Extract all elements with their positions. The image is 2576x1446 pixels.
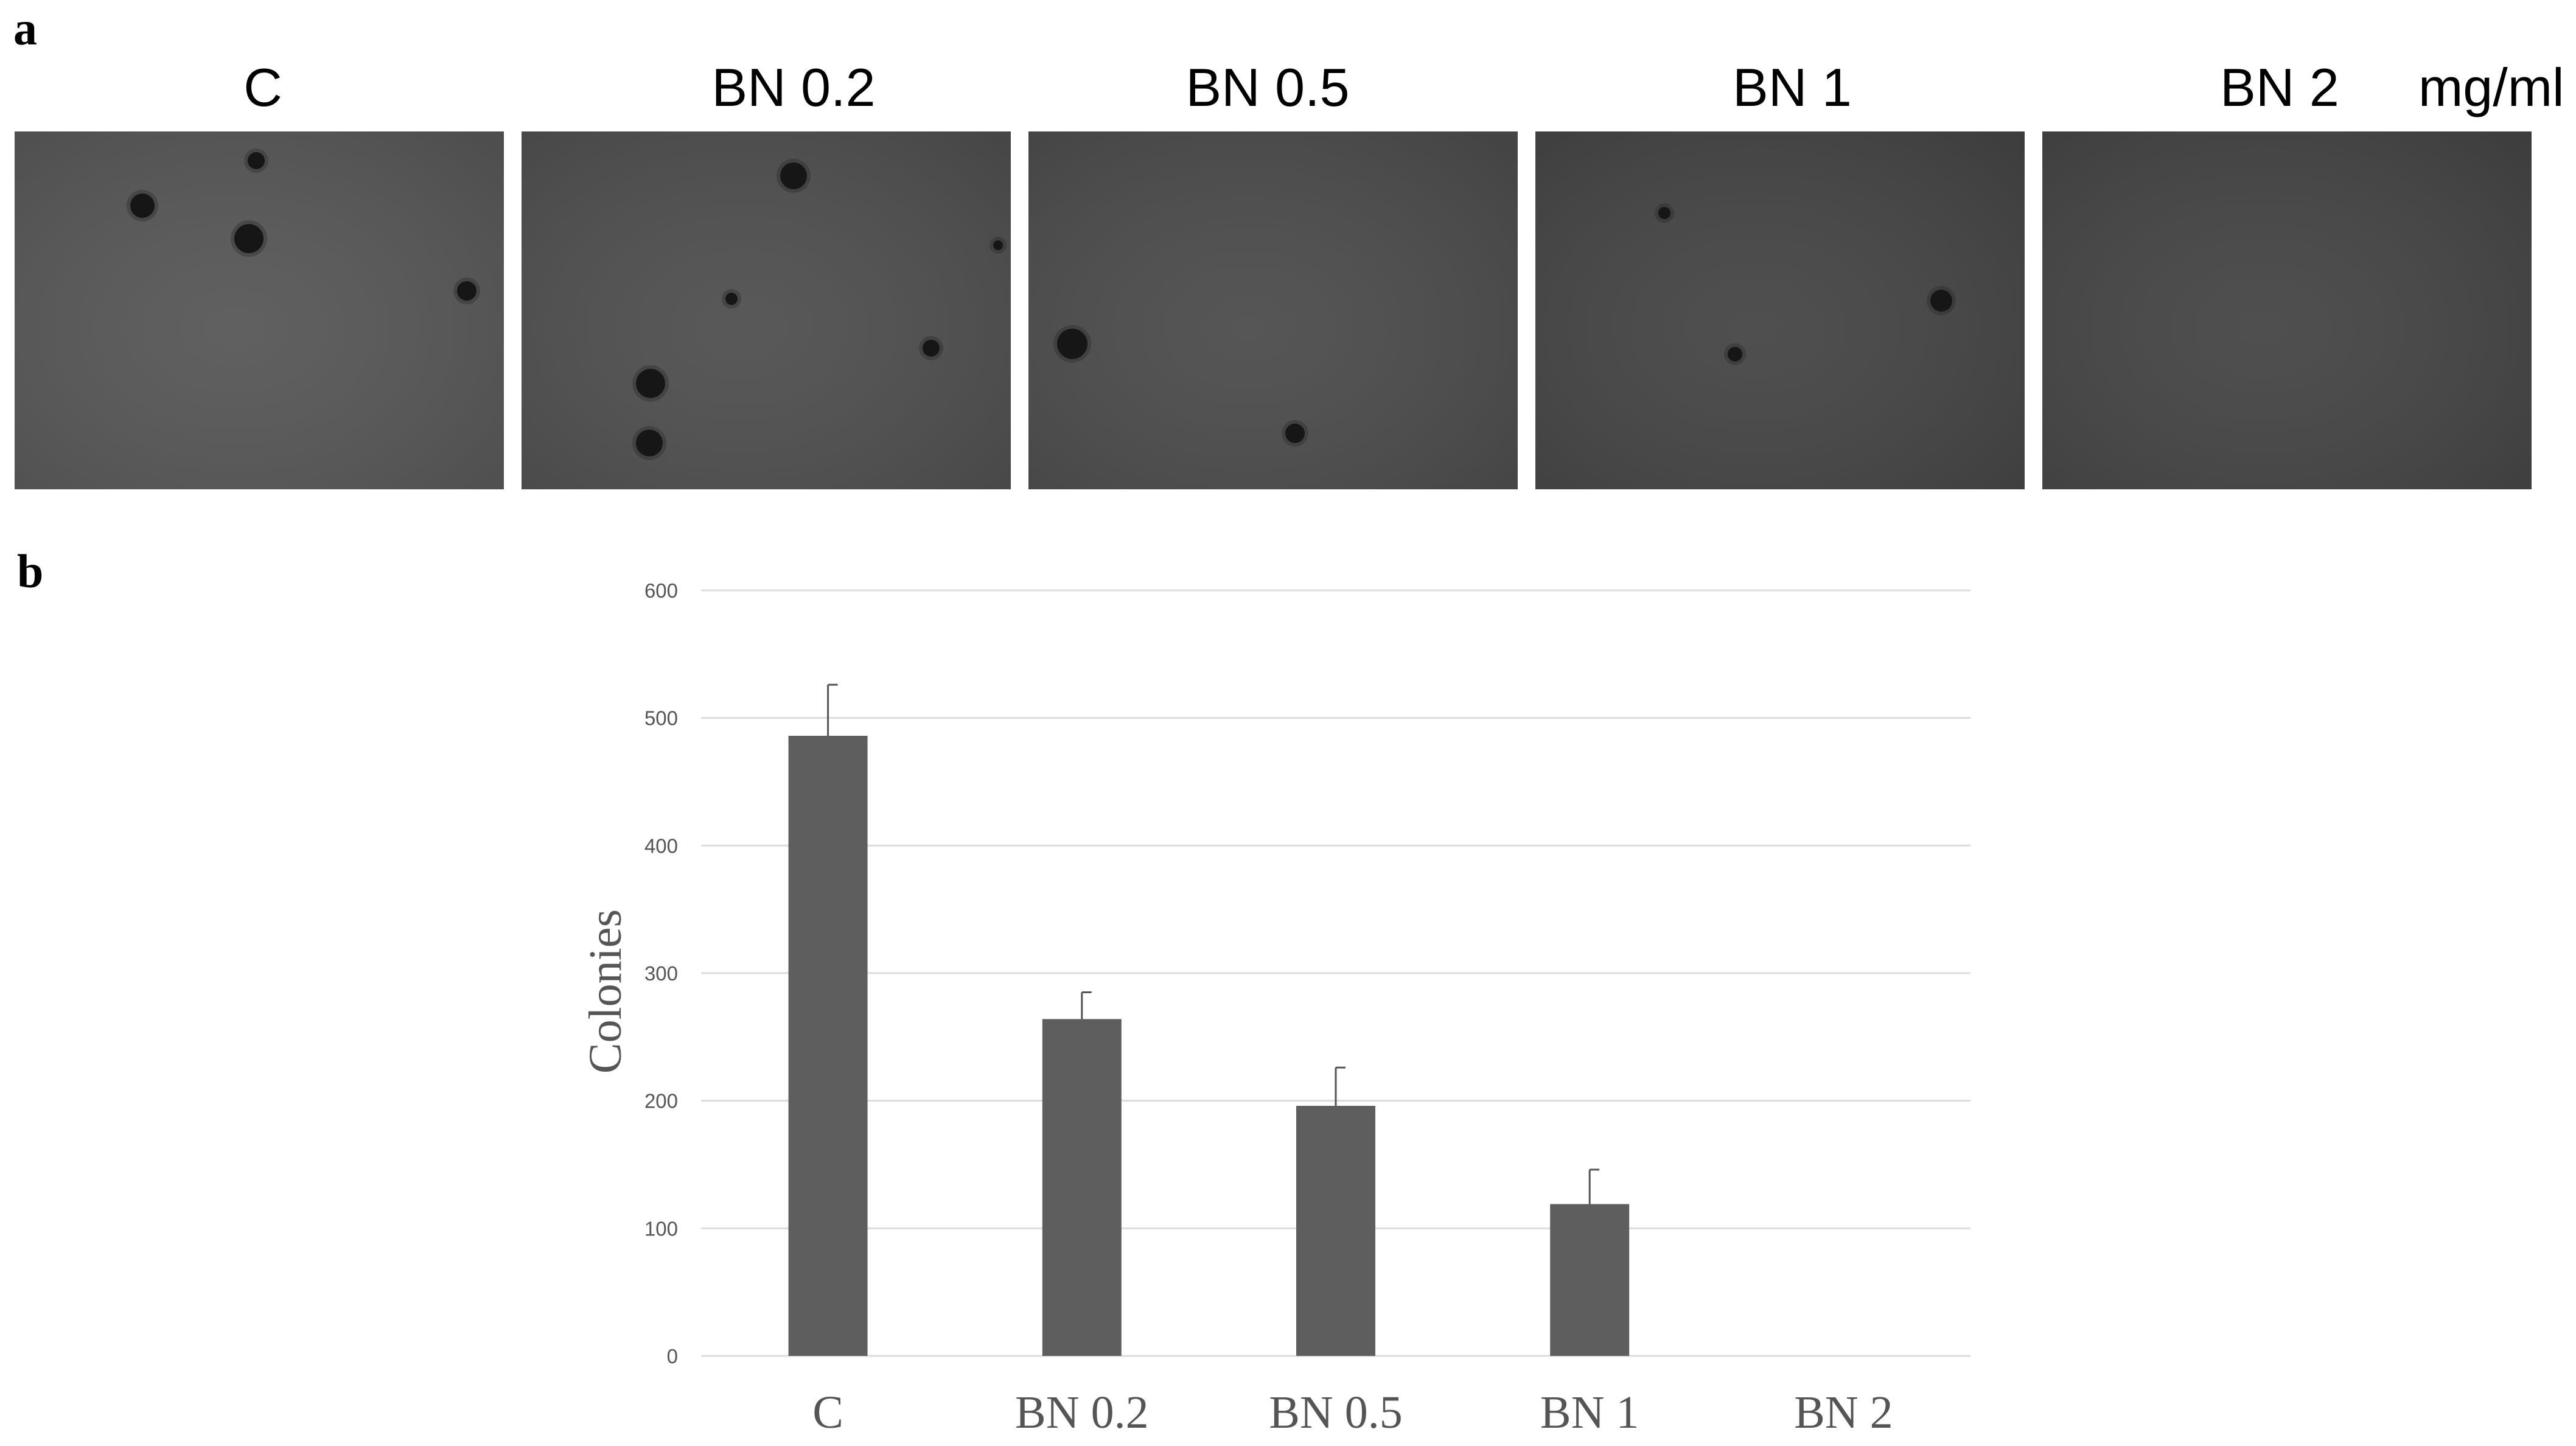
bar xyxy=(1550,1204,1630,1356)
colony-dot xyxy=(780,162,807,189)
lane-label-bn-0-5: BN 0.5 xyxy=(1185,57,1350,117)
x-category-label: BN 2 xyxy=(1794,1387,1893,1438)
micrograph-bn-2 xyxy=(2042,131,2532,489)
panel-a-letter: a xyxy=(13,2,37,55)
colony-dot xyxy=(1728,347,1742,362)
micrograph-shading xyxy=(522,131,1011,489)
colony-dot xyxy=(1658,207,1670,219)
colony-dot xyxy=(248,152,265,169)
y-tick-label: 300 xyxy=(644,962,678,985)
colony-dot xyxy=(725,293,738,305)
y-tick-label: 0 xyxy=(667,1345,678,1367)
x-category-label: BN 0.5 xyxy=(1269,1387,1403,1438)
colony-dot xyxy=(636,369,665,398)
bar xyxy=(1296,1106,1375,1356)
bar xyxy=(788,736,868,1356)
lane-label-bn-0-2: BN 0.2 xyxy=(711,57,876,117)
lane-label-bn-1: BN 1 xyxy=(1733,57,1852,117)
colony-dot xyxy=(1930,290,1952,312)
y-axis-label: Colonies xyxy=(580,909,631,1074)
y-tick-label: 400 xyxy=(644,834,678,857)
micrograph-shading xyxy=(1028,131,1518,489)
colony-dot xyxy=(1285,424,1305,443)
y-tick-label: 100 xyxy=(644,1217,678,1240)
x-category-label: BN 0.2 xyxy=(1015,1387,1149,1438)
colony-dot xyxy=(234,224,264,253)
micrograph-shading xyxy=(15,131,504,489)
micrograph-shading xyxy=(2042,131,2532,489)
y-tick-label: 500 xyxy=(644,707,678,730)
lane-label-bn-2: BN 2 xyxy=(2220,57,2339,117)
y-tick-label: 600 xyxy=(644,579,678,602)
micrograph-bn-0-2 xyxy=(522,131,1011,489)
panel-b-letter: b xyxy=(17,545,44,598)
y-tick-label: 200 xyxy=(644,1090,678,1112)
x-category-label: C xyxy=(812,1387,843,1438)
micrograph-c xyxy=(15,131,504,489)
colony-dot xyxy=(923,340,940,357)
micrograph-bn-1 xyxy=(1535,131,2025,489)
colony-dot xyxy=(636,430,663,456)
bar xyxy=(1042,1019,1122,1356)
colony-dot xyxy=(457,281,476,301)
micrograph-bn-0-5 xyxy=(1028,131,1518,489)
lane-label-c: C xyxy=(243,57,282,117)
colony-dot xyxy=(1057,329,1087,359)
colony-dot xyxy=(993,240,1003,250)
unit-label: mg/ml xyxy=(2418,57,2564,117)
colony-dot xyxy=(130,194,155,218)
x-category-label: BN 1 xyxy=(1540,1387,1639,1438)
